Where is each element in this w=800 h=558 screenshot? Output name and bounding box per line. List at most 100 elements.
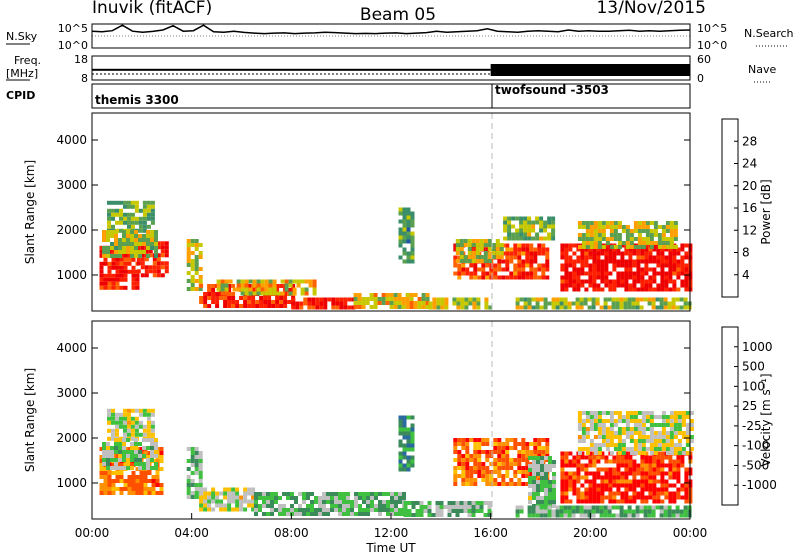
heatmap-cell	[139, 491, 144, 495]
heatmap-cell	[624, 247, 629, 252]
heatmap-cell	[576, 275, 581, 280]
heatmap-cell	[676, 271, 681, 276]
heatmap-cell	[343, 305, 348, 310]
heatmap-cell	[386, 508, 390, 512]
heatmap-cell	[633, 447, 638, 451]
heatmap-cell	[684, 471, 689, 476]
heatmap-cell	[327, 297, 332, 302]
heatmap-cell	[131, 479, 136, 483]
heatmap-cell	[247, 284, 252, 288]
heatmap-cell	[548, 456, 552, 460]
heatmap-cell	[148, 265, 153, 270]
heatmap-cell	[600, 495, 605, 500]
heatmap-cell	[513, 271, 518, 276]
heatmap-cell	[410, 443, 415, 448]
heatmap-cell	[668, 463, 673, 468]
heatmap-cell	[620, 251, 625, 256]
heatmap-cell	[402, 415, 407, 420]
heatmap-cell	[251, 507, 256, 512]
heatmap-cell	[515, 301, 520, 306]
heatmap-cell	[515, 505, 520, 510]
heatmap-cell	[373, 297, 378, 301]
heatmap-cell	[623, 513, 628, 518]
x-tick-label: 00:00	[75, 526, 110, 540]
heatmap-cell	[140, 261, 145, 266]
heatmap-cell	[631, 301, 636, 306]
heatmap-cell	[608, 251, 613, 256]
heatmap-cell	[645, 439, 650, 443]
heatmap-cell	[150, 234, 154, 238]
heatmap-cell	[560, 243, 565, 248]
heatmap-cell	[501, 275, 506, 280]
heatmap-cell	[640, 495, 645, 500]
heatmap-cell	[406, 435, 411, 440]
heatmap-cell	[465, 442, 470, 446]
heatmap-cell	[107, 428, 111, 433]
heatmap-cell	[288, 291, 293, 296]
heatmap-cell	[605, 411, 610, 415]
heatmap-cell	[160, 249, 165, 254]
heatmap-cell	[619, 305, 624, 310]
heatmap-cell	[685, 443, 690, 447]
heatmap-cell	[625, 447, 630, 451]
heatmap-cell	[343, 297, 348, 302]
heatmap-cell	[616, 263, 621, 268]
heatmap-cell	[669, 427, 674, 431]
heatmap-cell	[194, 447, 199, 451]
heatmap-cell	[652, 483, 657, 488]
heatmap-cell	[585, 451, 590, 455]
heatmap-cell	[680, 455, 685, 460]
heatmap-cell	[613, 423, 618, 427]
heatmap-cell	[469, 478, 474, 482]
heatmap-cell	[533, 271, 538, 276]
heatmap-cell	[284, 279, 289, 284]
heatmap-cell	[99, 487, 104, 491]
heatmap-cell	[239, 495, 244, 500]
heatmap-cell	[513, 255, 518, 260]
heatmap-cell	[672, 263, 677, 268]
heatmap-cell	[663, 301, 668, 306]
heatmap-cell	[338, 508, 342, 512]
heatmap-cell	[463, 243, 468, 247]
heatmap-cell	[656, 255, 661, 260]
heatmap-cell	[126, 462, 130, 466]
heatmap-cell	[676, 491, 681, 496]
heatmap-cell	[629, 411, 634, 415]
heatmap-cell	[99, 483, 104, 487]
heatmap-cell	[106, 458, 110, 462]
heatmap-cell	[669, 233, 674, 237]
heatmap-cell	[378, 512, 382, 516]
heatmap-cell	[357, 305, 362, 309]
heatmap-cell	[507, 236, 512, 241]
heatmap-cell	[374, 508, 378, 512]
heatmap-cell	[497, 482, 502, 486]
heatmap-cell	[198, 459, 203, 463]
heatmap-cell	[653, 451, 658, 455]
heatmap-cell	[675, 505, 680, 510]
heatmap-cell	[591, 305, 596, 310]
heatmap-cell	[564, 287, 569, 292]
heatmap-cell	[156, 245, 161, 250]
heatmap-cell	[632, 475, 637, 480]
heatmap-cell	[103, 491, 108, 495]
heatmap-cell	[135, 479, 140, 483]
heatmap-cell	[389, 293, 394, 297]
heatmap-cell	[143, 491, 148, 495]
heatmap-cell	[505, 243, 510, 248]
heatmap-cell	[600, 499, 605, 504]
heatmap-cell	[624, 475, 629, 480]
heatmap-cell	[629, 447, 634, 451]
heatmap-cell	[627, 305, 632, 310]
heatmap-cell	[620, 455, 625, 460]
heatmap-cell	[603, 505, 608, 510]
heatmap-cell	[581, 447, 586, 451]
heatmap-cell	[663, 505, 668, 510]
heatmap-cell	[637, 419, 642, 423]
heatmap-cell	[672, 287, 677, 292]
heatmap-cell	[123, 216, 127, 221]
heatmap-cell	[527, 305, 532, 310]
heatmap-cell	[632, 483, 637, 488]
heatmap-cell	[656, 459, 661, 464]
heatmap-cell	[119, 479, 124, 483]
heatmap-cell	[540, 468, 544, 472]
